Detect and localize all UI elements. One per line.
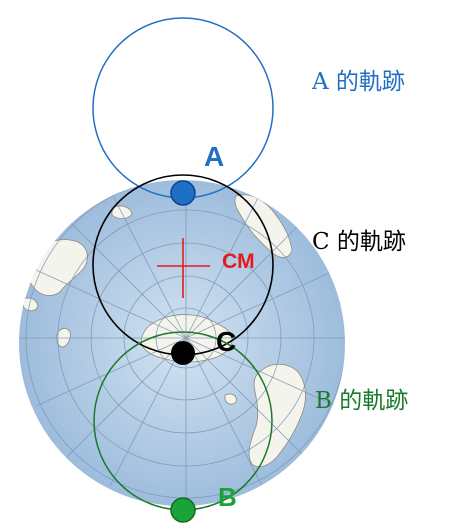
south-america	[248, 363, 306, 468]
point-c	[171, 341, 195, 365]
trajectory-a-label: A 的軌跡	[312, 69, 405, 95]
trajectory-a-circle	[92, 17, 274, 199]
land-masses	[21, 194, 306, 468]
center-of-mass-marker	[157, 238, 210, 298]
trajectory-c-label: C 的軌跡	[312, 229, 406, 255]
point-a-label: A	[204, 141, 225, 172]
point-b-label: B	[218, 482, 237, 512]
globe-map	[19, 180, 345, 506]
center-of-mass-label: CM	[222, 250, 255, 273]
graticule	[19, 180, 345, 506]
trajectory-b-label: B 的軌跡	[315, 388, 409, 414]
point-a	[170, 180, 196, 206]
point-c-label: C	[216, 326, 237, 357]
point-b	[170, 497, 196, 523]
